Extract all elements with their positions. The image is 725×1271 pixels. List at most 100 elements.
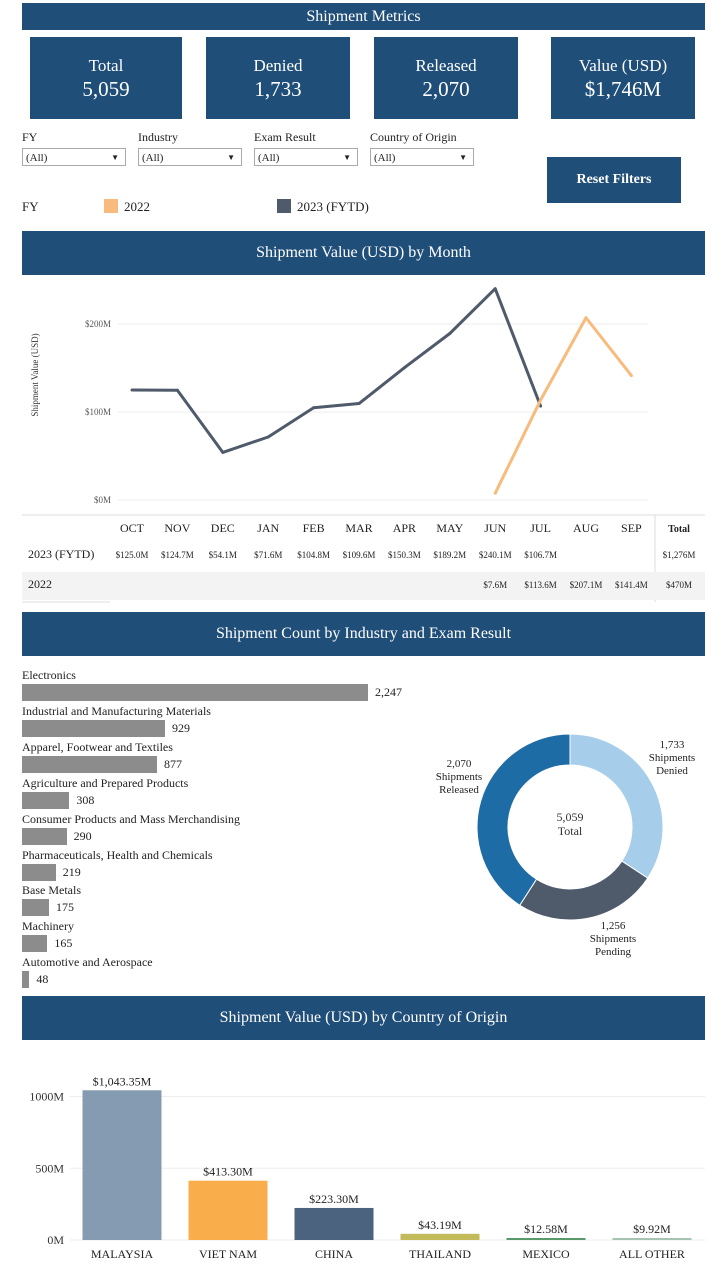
country-bar[interactable] bbox=[506, 1238, 586, 1240]
industry-label: Base Metals bbox=[22, 883, 81, 898]
donut-center-value: 5,059 bbox=[557, 810, 584, 824]
chevron-down-icon: ▼ bbox=[459, 153, 467, 162]
industry-bar[interactable] bbox=[22, 827, 67, 845]
country-tick-label: MEXICO bbox=[522, 1247, 570, 1261]
country-value-label: $1,043.35M bbox=[93, 1074, 152, 1088]
industry-value-label: 308 bbox=[76, 792, 95, 807]
donut-label-line: Denied bbox=[656, 765, 688, 777]
data-point bbox=[175, 388, 179, 392]
industry-bar[interactable] bbox=[22, 971, 30, 989]
industry-bar[interactable] bbox=[22, 863, 56, 881]
filter-label: Industry bbox=[138, 130, 178, 144]
table-total-cell: $470M bbox=[666, 580, 692, 590]
donut-center-label: Total bbox=[558, 824, 583, 838]
chevron-down-icon: ▼ bbox=[343, 153, 351, 162]
legend-item-2022[interactable]: 2022 bbox=[104, 199, 150, 215]
data-point bbox=[539, 404, 543, 408]
x-tick-label: FEB bbox=[303, 521, 325, 535]
table-total-header: Total bbox=[668, 524, 690, 535]
country-tick-label: ALL OTHER bbox=[619, 1247, 685, 1261]
donut-label-line: Shipments bbox=[435, 771, 483, 783]
table-cell: $54.1M bbox=[209, 550, 237, 560]
table-row-band bbox=[22, 572, 705, 600]
industry-value-label: 929 bbox=[172, 720, 191, 735]
legend-swatch bbox=[277, 199, 291, 213]
select-value: (All) bbox=[258, 152, 280, 164]
donut-label-line: Shipments bbox=[648, 752, 696, 764]
country-bar[interactable] bbox=[612, 1238, 692, 1240]
y-axis-label: Shipment Value (USD) bbox=[30, 333, 40, 416]
kpi-label: Value (USD) bbox=[578, 56, 668, 75]
data-point bbox=[629, 374, 633, 378]
kpi-total: Total 5,059 bbox=[30, 37, 182, 119]
country-value-label: $413.30M bbox=[203, 1165, 253, 1179]
country-bar[interactable] bbox=[294, 1207, 374, 1240]
kpi-value: 5,059 bbox=[82, 77, 130, 101]
month-line-chart: $0M $100M $200M Shipment Value (USD) OCT NOV D… bbox=[22, 287, 705, 603]
donut-slice-label: 1,256 Shipments Pending bbox=[573, 920, 653, 959]
table-cell: $189.2M bbox=[433, 550, 466, 560]
table-cell: $106.7M bbox=[524, 550, 557, 560]
y-tick-label: $100M bbox=[85, 407, 111, 417]
y-tick-label: 0M bbox=[47, 1233, 64, 1247]
table-row-label: 2022 bbox=[28, 577, 52, 591]
month-chart-header: Shipment Value (USD) by Month bbox=[22, 231, 705, 275]
industry-value-label: 219 bbox=[62, 864, 81, 879]
reset-filters-button[interactable]: Reset Filters bbox=[547, 157, 681, 203]
filter-label: Exam Result bbox=[254, 130, 316, 144]
filter-industry: Industry (All) ▼ bbox=[138, 130, 242, 166]
kpi-label: Released bbox=[415, 56, 477, 75]
table-cell: $240.1M bbox=[479, 550, 512, 560]
industry-select[interactable]: (All) ▼ bbox=[138, 148, 242, 166]
table-row-label: 2023 (FYTD) bbox=[28, 547, 94, 561]
donut-label-line: 1,256 bbox=[600, 920, 626, 932]
legend-label: 2022 bbox=[124, 199, 150, 214]
y-tick-label: 1000M bbox=[29, 1090, 64, 1104]
legend-swatch bbox=[104, 199, 118, 213]
table-cell: $109.6M bbox=[343, 550, 376, 560]
industry-label: Agriculture and Prepared Products bbox=[22, 775, 189, 790]
exam-result-select[interactable]: (All) ▼ bbox=[254, 148, 358, 166]
industry-bar[interactable] bbox=[22, 719, 166, 737]
country-tick-label: CHINA bbox=[315, 1247, 353, 1261]
kpi-label: Total bbox=[88, 56, 124, 75]
country-value-label: $43.19M bbox=[418, 1218, 462, 1232]
donut-slice[interactable] bbox=[519, 860, 649, 921]
x-tick-label: MAR bbox=[345, 521, 372, 535]
table-cell: $7.6M bbox=[483, 580, 507, 590]
country-bar[interactable] bbox=[188, 1180, 268, 1240]
industry-chart-header: Shipment Count by Industry and Exam Resu… bbox=[22, 612, 705, 656]
donut-slice-label: 2,070 Shipments Released bbox=[419, 758, 499, 797]
fy-select[interactable]: (All) ▼ bbox=[22, 148, 126, 166]
industry-bar[interactable] bbox=[22, 755, 158, 773]
metrics-header: Shipment Metrics bbox=[22, 3, 705, 30]
donut-label-line: Pending bbox=[594, 946, 632, 958]
industry-label: Consumer Products and Mass Merchandising bbox=[22, 811, 240, 826]
industry-value-label: 290 bbox=[73, 828, 92, 843]
country-chart-header: Shipment Value (USD) by Country of Origi… bbox=[22, 996, 705, 1040]
industry-bar[interactable] bbox=[22, 935, 48, 953]
industry-bar[interactable] bbox=[22, 791, 70, 809]
legend-item-2023[interactable]: 2023 (FYTD) bbox=[277, 199, 369, 215]
country-tick-label: VIET NAM bbox=[199, 1247, 257, 1261]
data-point bbox=[493, 491, 497, 495]
industry-value-label: 2,247 bbox=[375, 685, 402, 699]
country-tick-label: THAILAND bbox=[409, 1247, 471, 1261]
country-bar[interactable] bbox=[82, 1090, 162, 1240]
table-cell: $141.4M bbox=[615, 580, 648, 590]
industry-value-label: 877 bbox=[164, 756, 183, 771]
series-line-1 bbox=[493, 316, 633, 494]
x-tick-label: MAY bbox=[436, 521, 463, 535]
industry-bar[interactable] bbox=[22, 899, 49, 917]
industry-label: Pharmaceuticals, Health and Chemicals bbox=[22, 847, 213, 862]
x-tick-label: AUG bbox=[573, 521, 599, 535]
industry-bar[interactable] bbox=[22, 684, 368, 701]
filter-exam-result: Exam Result (All) ▼ bbox=[254, 130, 358, 166]
donut-slice[interactable] bbox=[476, 733, 571, 906]
country-bar[interactable] bbox=[400, 1233, 480, 1240]
country-bar-chart: 0M 500M 1000M $1,043.35M MALAYSIA $413.30M VIE… bbox=[29, 1074, 705, 1261]
x-tick-label: JAN bbox=[257, 521, 279, 535]
filter-country: Country of Origin (All) ▼ bbox=[370, 130, 474, 166]
country-select[interactable]: (All) ▼ bbox=[370, 148, 474, 166]
filter-label: FY bbox=[22, 130, 38, 144]
